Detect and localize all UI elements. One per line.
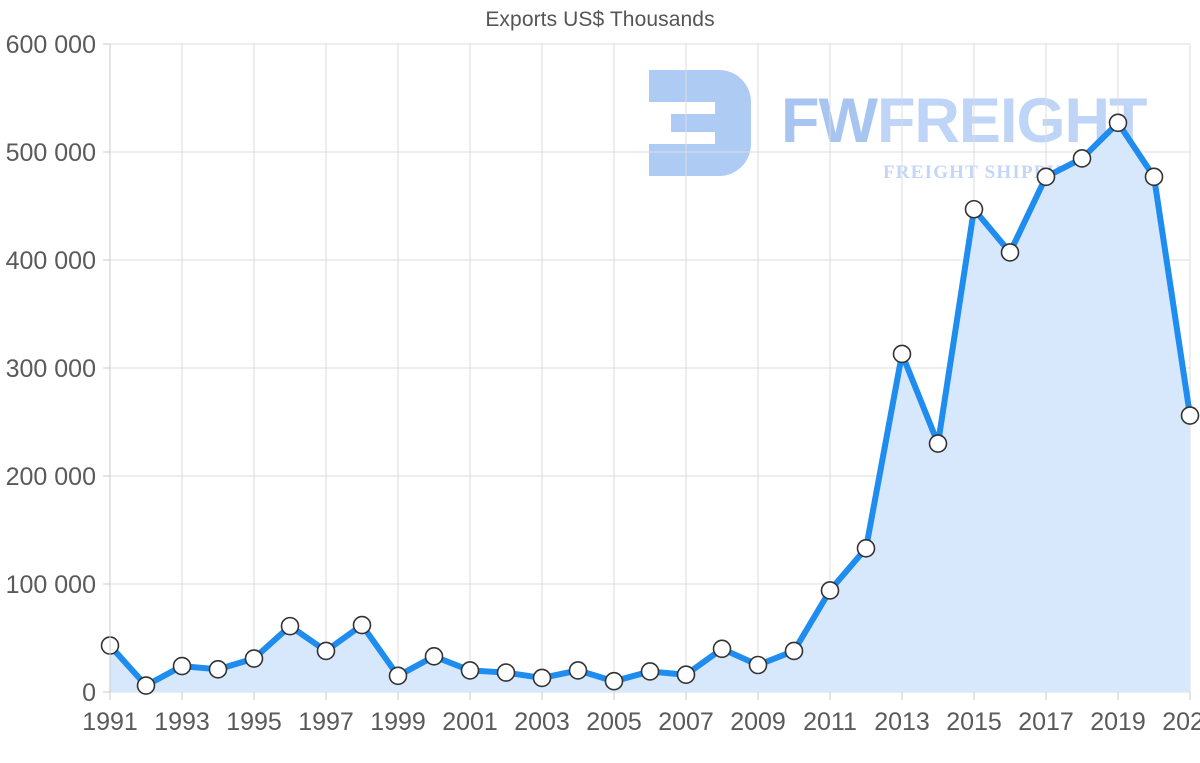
data-point-marker [496, 663, 516, 682]
x-axis-tick-label: 1997 [298, 708, 354, 736]
x-axis-tick-label: 2015 [946, 708, 1002, 736]
data-point-marker [676, 665, 696, 685]
x-axis-tick-label: 2017 [1018, 708, 1074, 736]
data-point-marker [1072, 149, 1092, 168]
x-axis-tick-label: 1995 [226, 708, 282, 736]
x-axis-tick-label: 1991 [82, 708, 138, 736]
x-axis-tick-label: 2001 [442, 708, 498, 736]
y-axis-tick-label: 400 000 [6, 247, 96, 275]
x-axis-tick-label: 1993 [154, 708, 210, 736]
data-point-marker [712, 639, 732, 659]
y-axis-tick-label: 200 000 [6, 463, 96, 491]
x-axis-tick-label: 2003 [514, 708, 570, 736]
data-point-markers [100, 113, 1200, 695]
data-point-marker [136, 676, 156, 695]
x-axis-labels: 1991 1993 1995 1997 1999 2001 2003 2005 2007 2009… [82, 708, 1200, 736]
data-point-marker [460, 661, 480, 680]
x-axis-tick-label: 2005 [586, 708, 642, 736]
data-point-marker [820, 581, 840, 600]
data-point-marker [856, 539, 876, 558]
data-point-marker [424, 647, 444, 666]
x-axis-tick-label: 2009 [730, 708, 786, 736]
data-point-marker [928, 434, 948, 453]
data-point-marker [316, 641, 336, 661]
tickmarks-group [103, 43, 1191, 700]
x-axis-tick-label: 1999 [370, 708, 426, 736]
y-axis-tick-label: 0 [82, 679, 96, 707]
y-axis-tick-label: 600 000 [6, 31, 96, 59]
x-axis-tick-label: 2019 [1090, 708, 1146, 736]
y-axis-tick-label: 100 000 [6, 571, 96, 599]
data-point-marker [892, 344, 912, 364]
data-point-marker [1144, 167, 1164, 187]
data-point-marker [172, 656, 192, 676]
data-point-marker [280, 616, 300, 636]
data-point-marker [352, 615, 372, 635]
data-point-marker [1108, 113, 1128, 133]
area-fill [110, 122, 1190, 693]
data-point-marker [748, 655, 768, 675]
data-point-marker [640, 662, 660, 681]
data-point-marker [1036, 167, 1056, 187]
data-point-marker [964, 199, 984, 219]
data-point-marker [532, 668, 552, 688]
x-axis-tick-label: 2013 [874, 708, 930, 736]
y-axis-tick-label: 500 000 [6, 139, 96, 167]
data-point-marker [388, 666, 408, 686]
y-axis-tick-label: 300 000 [6, 355, 96, 383]
data-point-marker [604, 671, 624, 691]
x-axis-tick-label: 2011 [803, 708, 857, 736]
data-point-marker [784, 641, 804, 661]
chart-title: Exports US$ Thousands [485, 8, 715, 31]
x-axis-tick-label: 2021 [1162, 708, 1200, 736]
data-point-marker [1000, 243, 1020, 262]
x-axis-tick-label: 2007 [658, 708, 714, 736]
data-point-marker [568, 661, 588, 680]
data-point-marker [244, 649, 264, 668]
data-point-marker [1180, 406, 1200, 425]
data-point-marker [208, 660, 228, 679]
y-axis-labels: 0 100 000 200 000 300 000 400 000 500 000 600 … [6, 31, 96, 707]
